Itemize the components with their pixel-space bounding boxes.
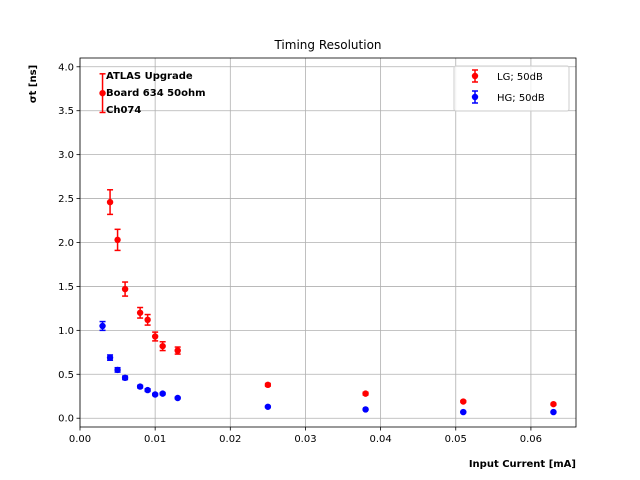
y-tick-label: 2.5 [58,194,74,205]
data-point [144,386,151,394]
data-point [144,316,151,324]
data-point [159,390,166,397]
series-1 [99,320,557,416]
x-tick-label: 0.03 [294,434,316,445]
data-point [121,374,129,381]
legend: LG; 50dB HG; 50dB [453,65,570,112]
data-point [460,408,467,416]
data-point [151,391,159,398]
data-point [460,398,467,405]
legend-label: HG; 50dB [497,93,545,104]
legend-label: LG; 50dB [497,72,543,83]
legend-item: LG; 50dB [471,69,543,83]
grid [79,58,576,427]
x-tick-label: 0.01 [144,434,166,445]
data-point [136,309,144,316]
data-point [159,342,166,350]
y-tick-label: 1.0 [58,326,74,337]
y-tick-label: 3.0 [58,150,74,161]
series-layer [99,73,557,416]
legend-box [453,65,570,112]
x-axis-label: Input Current [mA] [469,459,576,470]
axis-ticks: 0.00 0.01 0.02 0.03 0.04 0.05 0.06 0.0 0.5 1.0 1.5… [58,62,542,445]
x-tick-label: 0.00 [69,434,91,445]
y-tick-label: 4.0 [58,62,74,73]
data-point [362,406,369,413]
annotation-line: Board 634 50ohm [106,88,206,99]
legend-marker [471,93,479,101]
y-tick-label: 2.0 [58,238,74,249]
data-point [99,89,106,97]
data-point [106,354,114,361]
y-tick-label: 0.5 [58,370,74,381]
data-point [99,322,106,330]
y-tick-label: 0.0 [58,414,74,425]
x-tick-label: 0.02 [219,434,241,445]
data-point [362,390,369,397]
data-point [106,198,114,206]
data-point [264,381,272,389]
data-point [174,394,181,402]
annotation-line: ATLAS Upgrade [106,71,193,82]
legend-item: HG; 50dB [471,90,545,104]
annotation-line: Ch074 [106,105,141,116]
data-point [114,236,121,244]
data-point [550,400,557,408]
data-point [114,366,121,374]
series-0 [99,73,557,408]
x-tick-label: 0.04 [369,434,391,445]
data-point [550,408,557,416]
data-point [136,383,144,390]
y-tick-label: 1.5 [58,282,74,293]
data-point [151,333,159,340]
x-tick-label: 0.06 [520,434,542,445]
x-tick-label: 0.05 [445,434,467,445]
data-point [174,347,181,354]
y-tick-label: 3.5 [58,106,74,117]
y-axis-label: σt [ns] [28,65,39,103]
chart-title: Timing Resolution [273,38,381,52]
data-point [264,403,272,410]
data-point [121,285,129,293]
plot-frame [79,57,577,428]
legend-marker [471,72,479,80]
annotation: ATLAS Upgrade Board 634 50ohm Ch074 [106,71,206,116]
